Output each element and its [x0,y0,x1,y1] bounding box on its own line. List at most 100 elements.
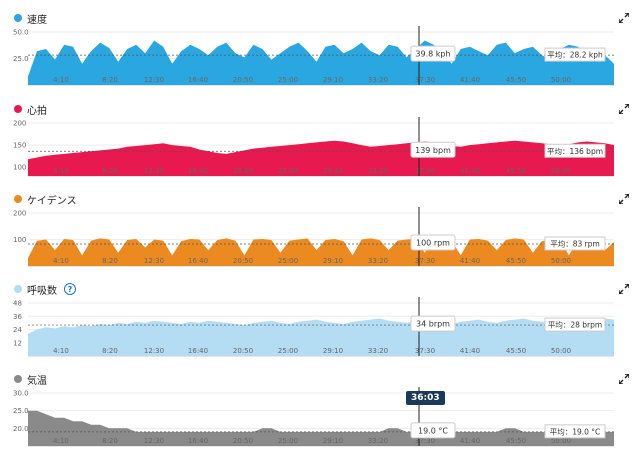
x-tick-label: 4:10 [53,347,69,355]
x-tick-label: 25:00 [278,76,298,84]
x-tick-label: 8:20 [102,76,118,84]
x-tick-label: 29:10 [323,76,343,84]
expand-icon[interactable] [619,284,629,294]
x-tick-label: 20:50 [233,347,253,355]
chart-panel-speed: 速度 50.0 25.0 4:10 8:20 12:30 16:40 20:50 25:00 29… [0,5,640,95]
chart-panel-resp: 呼吸数? 48 36 24 12 4:10 8:20 12:30 16:40 20:50 25:00… [0,276,640,366]
x-tick-label: 20:50 [233,167,253,175]
legend-dot-icon [14,375,22,383]
x-tick-label: 12:30 [144,347,164,355]
chart-panel-temp: 気温 30.0 25.0 20.0 4:10 8:20 12:30 16:40 20:50 25:… [0,366,640,456]
y-tick-label: 48 [13,300,22,308]
x-tick-label: 25:00 [278,167,298,175]
x-tick-label: 16:40 [188,76,208,84]
hover-value-box [410,141,456,158]
x-tick-label: 37:30 [415,437,435,445]
y-tick-label: 200 [13,120,26,128]
hover-value-box [410,234,456,251]
hover-value: 139 bpm [415,146,451,155]
x-tick-label: 50:00 [551,257,571,265]
series-area-cadence [28,238,614,266]
hover-value-box [410,422,456,439]
x-tick-label: 37:30 [415,347,435,355]
hover-value-box [410,315,456,332]
x-tick-label: 20:50 [233,76,253,84]
y-tick-label: 12 [13,339,22,347]
series-area-heart [28,140,614,176]
y-tick-label: 100 [13,236,26,244]
panel-title-label: 心拍 [27,105,47,117]
chart-cadence[interactable]: 200 100 4:10 8:20 12:30 16:40 20:50 25:00 29:10 3… [0,186,640,276]
series-area-speed [28,40,614,85]
y-tick-label: 50.0 [13,29,29,37]
legend-dot-icon [14,195,22,203]
y-tick-label: 200 [13,210,26,218]
panel-title-label: 呼吸数 [27,285,57,297]
x-tick-label: 45:50 [506,437,526,445]
x-tick-label: 45:50 [506,257,526,265]
help-icon[interactable]: ? [64,283,76,295]
average-label-box [544,236,606,251]
expand-icon[interactable] [619,104,629,114]
cursor-time-badge: 36:03 [406,391,445,405]
y-tick-label: 24 [13,326,22,334]
panel-title-label: 速度 [27,14,47,26]
x-tick-label: 25:00 [278,437,298,445]
average-label-box [544,317,606,332]
y-tick-label: 20.0 [13,425,29,433]
x-tick-label: 20:50 [233,437,253,445]
x-tick-label: 29:10 [323,437,343,445]
x-tick-label: 12:30 [144,167,164,175]
x-tick-label: 20:50 [233,257,253,265]
x-tick-label: 33:20 [368,437,388,445]
expand-icon[interactable] [619,194,629,204]
chart-panel-heart: 心拍 200 150 100 4:10 8:20 12:30 16:40 20:50 25:00 2… [0,96,640,186]
y-tick-label: 25.0 [13,55,29,63]
x-tick-label: 33:20 [368,257,388,265]
expand-icon[interactable] [619,374,629,384]
chart-resp[interactable]: 48 36 24 12 4:10 8:20 12:30 16:40 20:50 25:00 29:1… [0,276,640,366]
x-tick-label: 37:30 [415,257,435,265]
x-tick-label: 50:00 [551,437,571,445]
x-tick-label: 12:30 [144,76,164,84]
x-tick-label: 29:10 [323,167,343,175]
x-tick-label: 45:50 [506,76,526,84]
average-label-box [544,424,606,439]
panel-title-resp: 呼吸数? [14,282,76,297]
expand-icon[interactable] [619,13,629,23]
x-tick-label: 33:20 [368,76,388,84]
chart-temp[interactable]: 30.0 25.0 20.0 4:10 8:20 12:30 16:40 20:50 25:00… [0,366,640,456]
x-tick-label: 50:00 [551,76,571,84]
average-label: 平均：19.0 °C [550,426,601,436]
x-tick-label: 29:10 [323,347,343,355]
hover-value: 39.8 kph [415,50,450,59]
chart-panel-cadence: ケイデンス 200 100 4:10 8:20 12:30 16:40 20:50 25:00 2… [0,186,640,276]
x-tick-label: 41:40 [460,347,480,355]
y-tick-label: 25.0 [13,407,29,415]
x-tick-label: 33:20 [368,347,388,355]
panel-title-label: ケイデンス [27,195,77,207]
x-tick-label: 4:10 [53,257,69,265]
average-label: 平均：83 rpm [550,239,600,249]
panel-title-cadence: ケイデンス [14,192,77,207]
x-tick-label: 8:20 [102,167,118,175]
x-tick-label: 41:40 [460,437,480,445]
average-label: 平均：136 bpm [547,146,603,156]
y-tick-label: 150 [13,142,26,150]
chart-speed[interactable]: 50.0 25.0 4:10 8:20 12:30 16:40 20:50 25:00 29:1… [0,5,640,95]
x-tick-label: 16:40 [188,257,208,265]
x-tick-label: 12:30 [144,437,164,445]
legend-dot-icon [14,285,22,293]
legend-dot-icon [14,14,22,22]
x-tick-label: 37:30 [415,76,435,84]
x-tick-label: 12:30 [144,257,164,265]
average-label: 平均：28 brpm [548,320,602,330]
series-area-temp [28,410,614,446]
y-tick-label: 100 [13,164,26,172]
y-tick-label: 36 [13,313,22,321]
panel-title-label: 気温 [27,375,47,387]
average-label-box [544,143,606,158]
hover-value: 100 rpm [416,239,450,248]
chart-heart[interactable]: 200 150 100 4:10 8:20 12:30 16:40 20:50 25:00 29:… [0,96,640,186]
hover-value: 19.0 °C [418,426,448,435]
